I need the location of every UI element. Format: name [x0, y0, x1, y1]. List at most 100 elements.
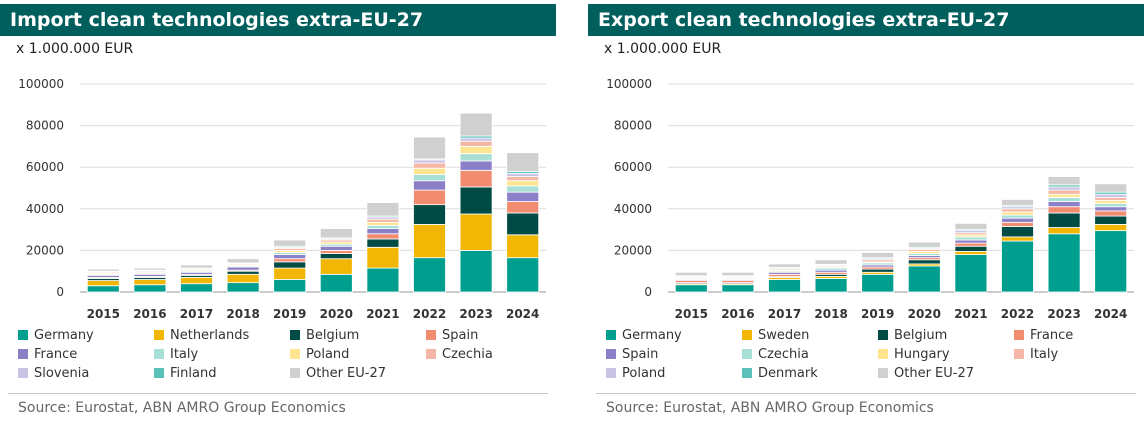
legend-label: Denmark [758, 366, 818, 381]
bar-segment-poland-2023 [1047, 186, 1081, 191]
bar-segment-other-eu-27-2020 [907, 241, 941, 248]
legend-item-germany: Germany [606, 328, 682, 343]
legend-item-poland: Poland [290, 347, 349, 362]
bar-segment-czechia-2022 [1001, 214, 1034, 219]
bar-segment-netherlands-2015 [86, 280, 120, 287]
bar-segment-germany-2024 [1094, 230, 1128, 293]
legend-label: Belgium [306, 328, 360, 343]
bar-segment-other-eu-27-2021 [954, 222, 988, 231]
chart-title: Import clean technologies extra-EU-27 [10, 9, 424, 31]
y-tick-label: 80000 [26, 119, 64, 133]
bar-segment-germany-2015 [86, 285, 120, 293]
legend-swatch [426, 349, 436, 359]
bar-segment-italy-2022 [1001, 208, 1034, 213]
legend-label: Hungary [894, 347, 950, 362]
bar-segment-spain-2021 [366, 233, 400, 240]
x-tick-label: 2021 [366, 307, 399, 321]
y-tick-label: 0 [644, 285, 652, 299]
bar-segment-italy-2024 [1094, 196, 1128, 201]
bar-segment-germany-2015 [674, 284, 708, 293]
chart-title: Export clean technologies extra-EU-27 [598, 9, 1010, 31]
legend-swatch [1014, 330, 1024, 340]
legend-swatch [18, 368, 28, 378]
bar-segment-belgium-2022 [413, 204, 446, 225]
legend-label: Spain [622, 347, 659, 362]
x-tick-label: 2016 [133, 307, 166, 321]
bar-segment-belgium-2020 [319, 253, 353, 260]
legend-item-belgium: Belgium [290, 328, 359, 343]
legend-label: Slovenia [34, 366, 90, 381]
legend-label: Belgium [894, 328, 948, 343]
bar-segment-sweden-2022 [1001, 236, 1034, 242]
bar-segment-belgium-2023 [459, 186, 493, 215]
x-tick-label: 2018 [226, 307, 259, 321]
bar-segment-other-eu-27-2018 [226, 258, 260, 264]
bar-segment-spain-2022 [1001, 217, 1034, 223]
legend-swatch [878, 330, 888, 340]
x-tick-label: 2020 [320, 307, 353, 321]
y-tick-label: 40000 [26, 202, 64, 216]
legend-item-sweden: Sweden [742, 328, 809, 343]
bar-segment-germany-2024 [506, 257, 540, 293]
legend-item-other-eu-27: Other EU-27 [290, 366, 386, 381]
bar-segment-hungary-2023 [1047, 193, 1081, 198]
bar-segment-czechia-2023 [459, 140, 493, 147]
x-tick-label: 2020 [908, 307, 941, 321]
legend-label: Italy [1030, 347, 1059, 362]
legend-label: Czechia [758, 347, 809, 362]
legend-item-czechia: Czechia [742, 347, 809, 362]
bar-segment-spain-2024 [506, 201, 540, 214]
bar-segment-italy-2024 [506, 185, 540, 193]
legend-swatch [878, 349, 888, 359]
legend-swatch [426, 330, 436, 340]
export-chart-plot: 0 20000 40000 60000 80000 100000 2015 2016 2017 2… [606, 77, 1134, 321]
bar-segment-germany-2021 [366, 267, 400, 293]
bar-segment-other-eu-27-2024 [1094, 183, 1128, 193]
bar-segment-netherlands-2024 [506, 234, 540, 259]
chart-title-bar: Import clean technologies extra-EU-27 [0, 4, 556, 36]
y-tick-label: 20000 [614, 243, 652, 257]
bar-segment-germany-2022 [413, 257, 446, 293]
source-note: Source: Eurostat, ABN AMRO Group Economi… [606, 400, 934, 416]
bar-segment-france-2022 [1001, 221, 1034, 227]
legend-label: Czechia [442, 347, 493, 362]
legend-swatch [1014, 349, 1024, 359]
legend-label: France [34, 347, 78, 362]
bar-segment-slovenia-2024 [506, 173, 540, 177]
bar-segment-other-eu-27-2019 [861, 252, 895, 259]
bar-segment-poland-2021 [366, 221, 400, 226]
bar-segment-france-2023 [459, 160, 493, 171]
legend-label: Sweden [758, 328, 810, 343]
x-tick-label: 2015 [87, 307, 120, 321]
bar-segment-germany-2023 [459, 249, 493, 293]
unit-label: x 1.000.000 EUR [16, 41, 134, 57]
bar-segment-belgium-2019 [273, 261, 307, 269]
legend-item-spain: Spain [606, 347, 658, 362]
y-tick-label: 100000 [606, 77, 652, 91]
bar-segment-netherlands-2016 [133, 279, 167, 286]
legend-swatch [290, 330, 300, 340]
bar-segment-poland-2022 [413, 167, 446, 175]
divider [596, 393, 1136, 394]
bar-segment-other-eu-27-2020 [319, 228, 353, 239]
legend-item-finland: Finland [154, 366, 216, 381]
bar-segment-france-2018 [226, 266, 260, 271]
legend-item-hungary: Hungary [878, 347, 950, 362]
bar-segment-spain-2024 [1094, 206, 1128, 212]
x-tick-label: 2024 [506, 307, 539, 321]
bar-segment-other-eu-27-2016 [133, 267, 167, 271]
legend-label: Other EU-27 [306, 366, 387, 381]
bar-segment-france-2024 [506, 191, 540, 202]
bar-segment-belgium-2018 [226, 270, 260, 275]
bar-segment-italy-2023 [459, 153, 493, 162]
bar-segment-other-eu-27-2023 [459, 112, 493, 137]
bar-segment-france-2024 [1094, 210, 1128, 217]
bar-segment-france-2022 [413, 180, 446, 191]
bar-segment-spain-2020 [319, 249, 353, 254]
bar-segment-germany-2020 [907, 265, 941, 293]
bar-segment-other-eu-27-2016 [721, 271, 755, 277]
legend-swatch [154, 330, 164, 340]
bar-segment-sweden-2024 [1094, 223, 1128, 232]
bar-segment-slovenia-2022 [413, 159, 446, 164]
bar-segment-belgium-2024 [1094, 215, 1128, 225]
